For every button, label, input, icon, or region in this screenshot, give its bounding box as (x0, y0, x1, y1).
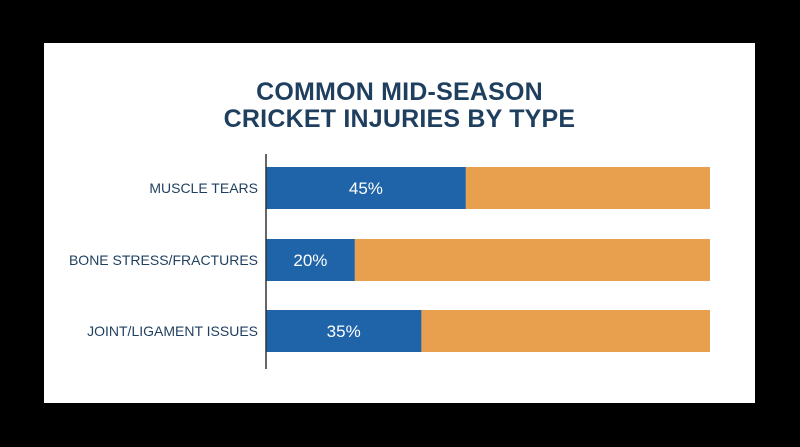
bar-value (266, 239, 355, 281)
bar-remainder (465, 167, 710, 209)
bar-value (266, 167, 466, 209)
bar-value-label: 45% (349, 179, 383, 198)
bar-chart: 45% MUSCLE TEARS 20% BONE STRESS/FRACTURES 3… (69, 154, 710, 369)
bar-remainder (421, 310, 710, 352)
chart-title-line-2: CRICKET INJURIES BY TYPE (223, 105, 576, 133)
bar-value-label: 20% (293, 251, 327, 270)
category-label: JOINT/LIGAMENT ISSUES (87, 323, 258, 339)
category-label: MUSCLE TEARS (149, 180, 258, 196)
category-label: BONE STRESS/FRACTURES (69, 252, 258, 268)
bar-value-label: 35% (327, 322, 361, 341)
chart-title-line-1: COMMON MID-SEASON (256, 78, 543, 106)
bar-remainder (354, 239, 710, 281)
bar-value (266, 310, 422, 352)
chart-card: COMMON MID-SEASON CRICKET INJURIES BY TY… (44, 43, 755, 403)
